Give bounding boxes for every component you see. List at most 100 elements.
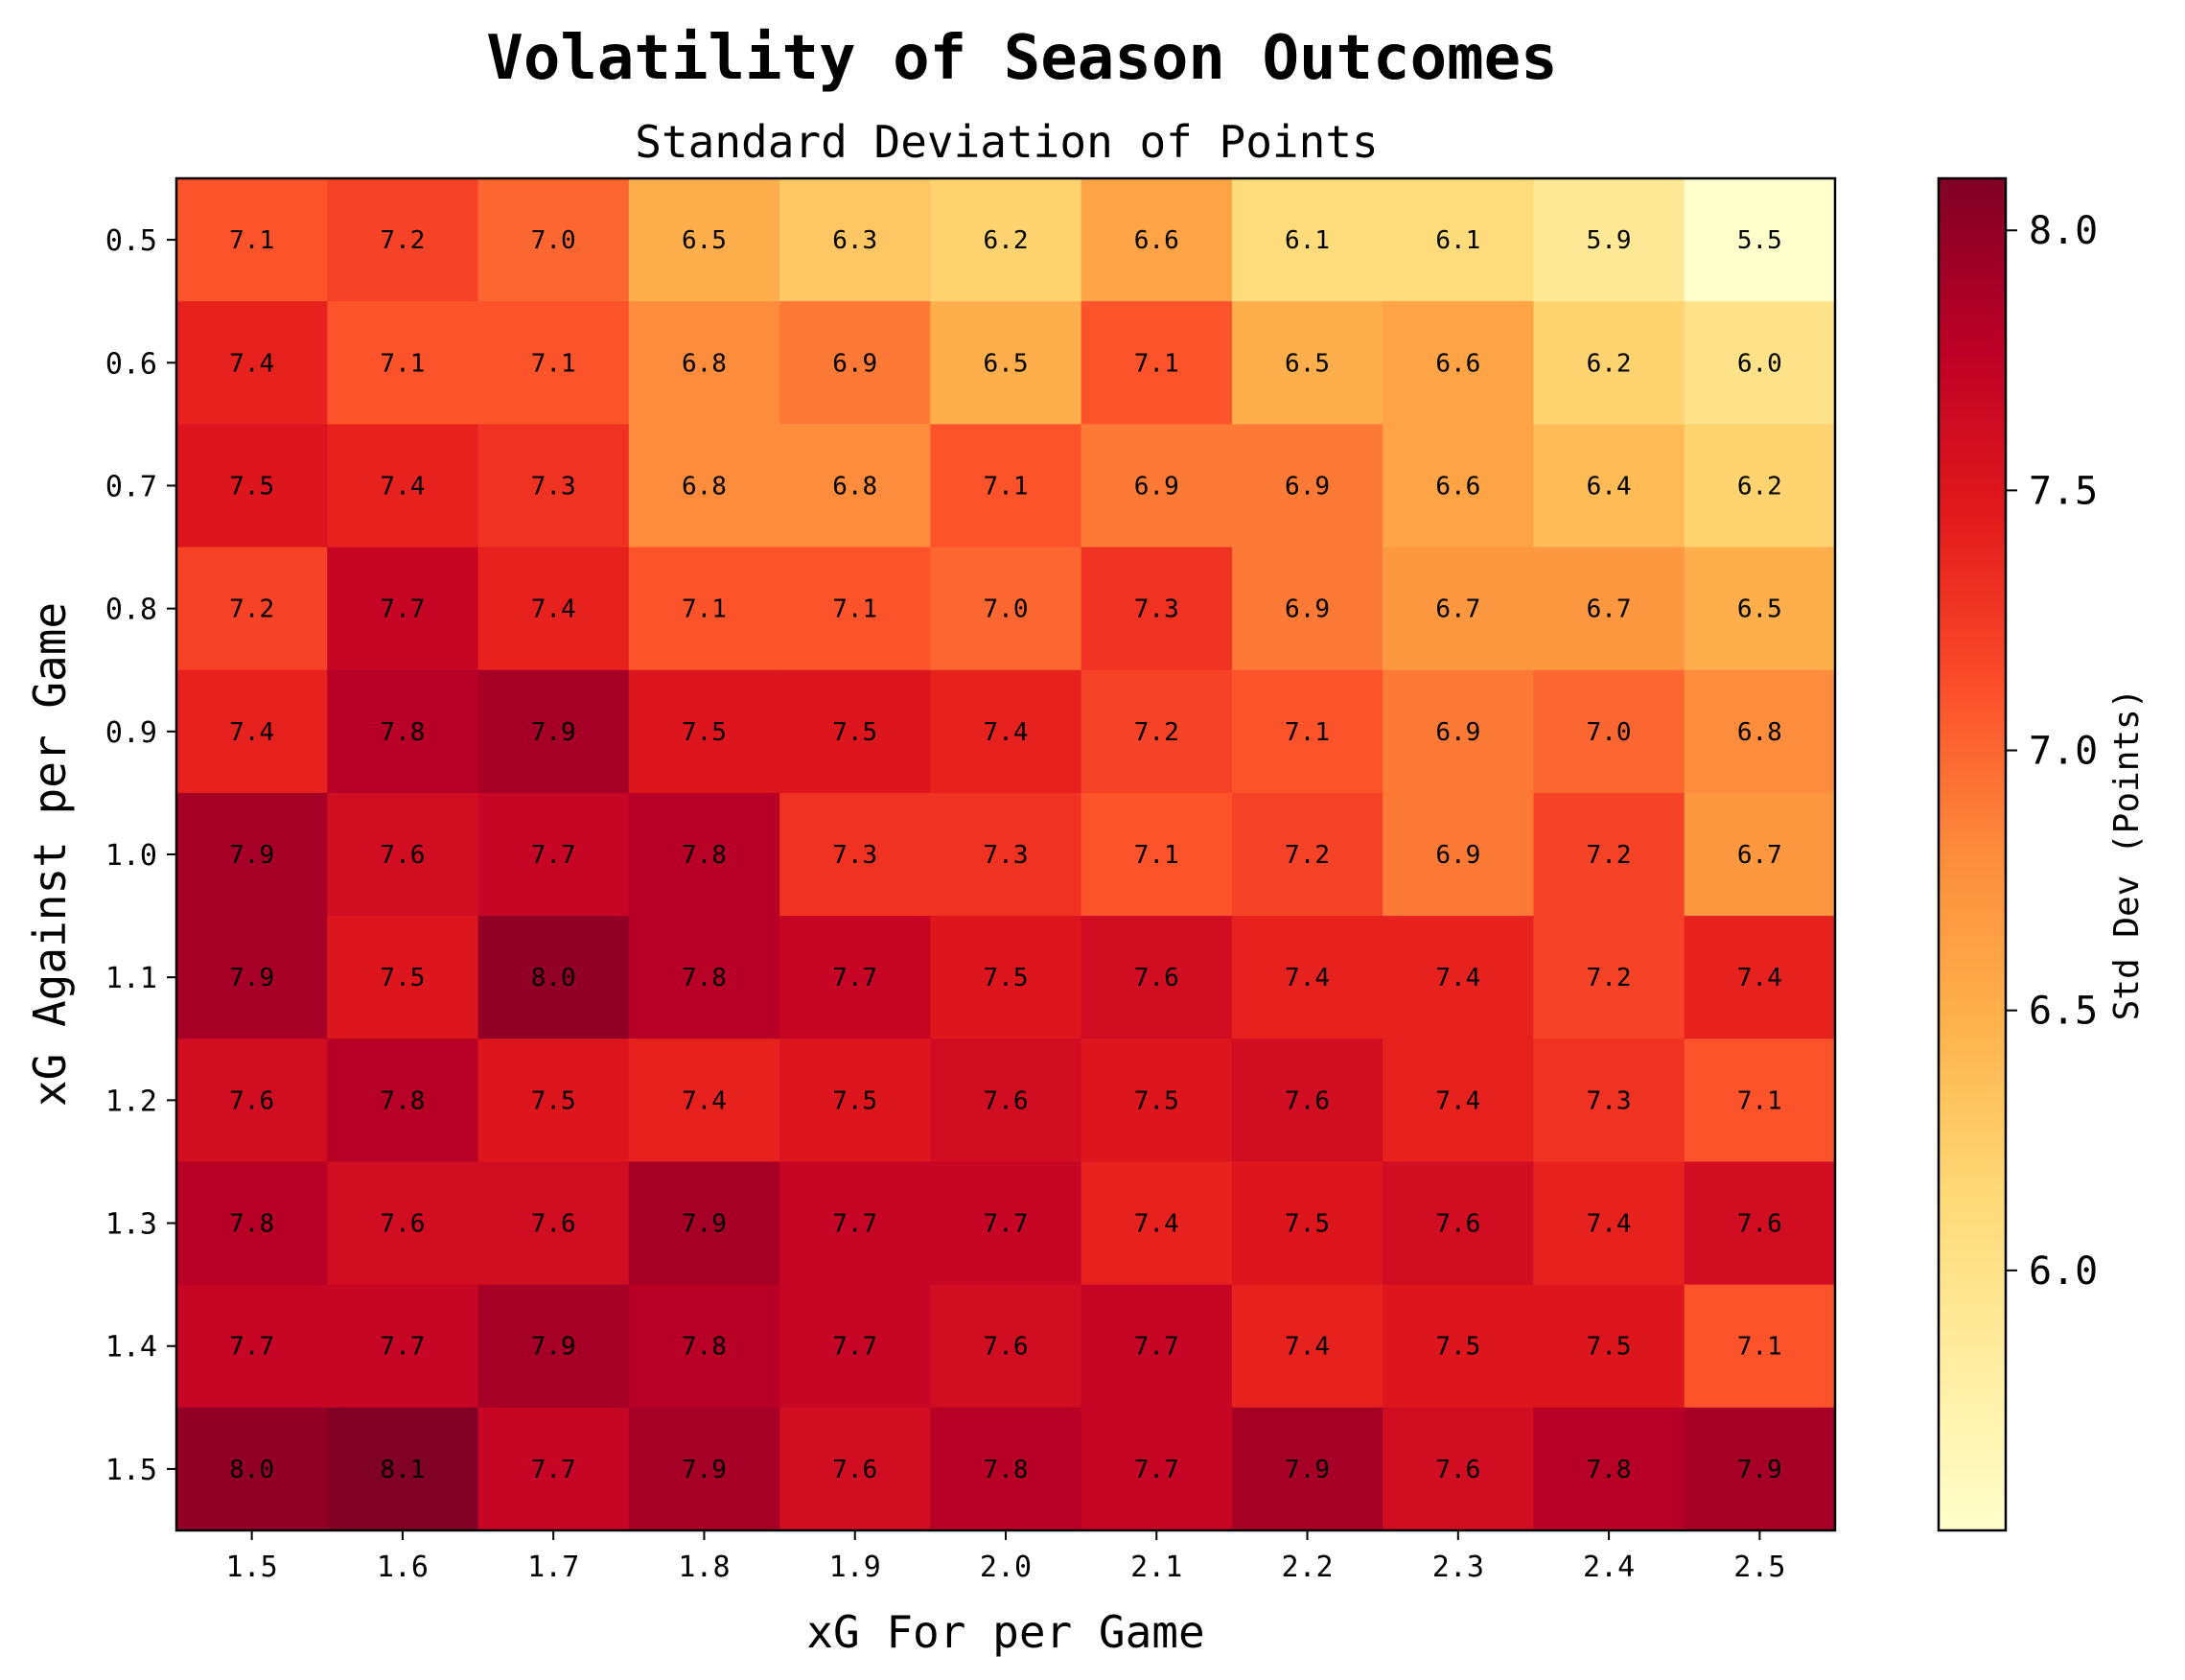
heatmap-cell: [628, 1407, 780, 1531]
heatmap-cell: [930, 1407, 1082, 1531]
heatmap-cell: [1533, 547, 1685, 671]
x-tick-label: 1.8: [678, 1551, 730, 1584]
heatmap-cell: [327, 1407, 479, 1531]
heatmap-cell-label: 6.0: [1737, 349, 1782, 378]
heatmap-cell: [628, 301, 780, 425]
heatmap-cell: [477, 1161, 630, 1286]
heatmap-cell-label: 7.5: [1134, 1086, 1179, 1115]
heatmap-cell: [1383, 1161, 1534, 1286]
heatmap-cell-label: 6.2: [1587, 349, 1632, 378]
heatmap-cell-label: 7.1: [1285, 718, 1330, 747]
heatmap-cell: [1684, 669, 1836, 794]
heatmap-cell-label: 7.1: [1134, 349, 1179, 378]
heatmap-cell-label: 7.8: [984, 1456, 1029, 1484]
heatmap-cell: [1081, 792, 1233, 917]
heatmap-cell: [779, 178, 931, 302]
heatmap-cell: [930, 301, 1082, 425]
heatmap-cell: [1081, 1407, 1233, 1531]
heatmap-cell: [1081, 424, 1233, 548]
y-tick-label: 1.1: [105, 962, 157, 995]
heatmap-cell-label: 7.5: [832, 718, 877, 747]
heatmap-cell: [327, 424, 479, 548]
y-tick-label: 0.6: [105, 347, 157, 381]
heatmap-cell-label: 7.9: [229, 841, 274, 870]
y-tick-label: 0.9: [105, 716, 157, 750]
heatmap-cell: [1383, 1284, 1534, 1409]
y-tick-label: 0.7: [105, 470, 157, 503]
heatmap-cell: [779, 547, 931, 671]
heatmap-cell: [1231, 916, 1383, 1039]
heatmap-cell-label: 7.0: [1587, 718, 1632, 747]
heatmap-cell-label: 7.4: [1285, 964, 1330, 992]
heatmap-cell-label: 8.0: [229, 1456, 274, 1484]
heatmap-cell-label: 7.4: [1435, 964, 1480, 992]
heatmap-cell: [779, 669, 931, 794]
heatmap-cell-label: 7.7: [531, 841, 576, 870]
x-tick-label: 2.4: [1583, 1551, 1635, 1584]
heatmap-cell-label: 7.8: [229, 1210, 274, 1239]
heatmap-cell: [1684, 792, 1836, 917]
heatmap-cell: [779, 1284, 931, 1409]
heatmap-cell-label: 7.7: [832, 964, 877, 992]
heatmap-cell-label: 5.5: [1737, 226, 1782, 255]
heatmap-cell: [477, 669, 630, 794]
heatmap-cell-label: 6.1: [1285, 226, 1330, 255]
heatmap-cell: [1533, 424, 1685, 548]
heatmap-cell: [628, 792, 780, 917]
heatmap-cell-label: 7.1: [1737, 1333, 1782, 1362]
heatmap-cell: [930, 1284, 1082, 1409]
heatmap-cell-label: 6.6: [1435, 349, 1480, 378]
heatmap-cell-labels: 7.1 7.2 7.0 6.5 6.3 6.2 6.6 6.1 6.1 5.9 5.5 7.4 7.1 7…: [229, 226, 1782, 1484]
heatmap-cell-label: 7.9: [531, 1333, 576, 1362]
heatmap-cell-label: 7.6: [1435, 1456, 1480, 1484]
heatmap-cell-label: 7.5: [380, 964, 425, 992]
heatmap-cell-label: 6.9: [1435, 841, 1480, 870]
heatmap-cell: [327, 1038, 479, 1162]
heatmap-cell-label: 7.4: [1435, 1086, 1480, 1115]
heatmap-cell: [1684, 1038, 1836, 1162]
heatmap-cell-label: 6.5: [1737, 595, 1782, 624]
heatmap-cell-label: 7.8: [380, 1086, 425, 1115]
heatmap-cell-label: 7.2: [1587, 841, 1632, 870]
heatmap-cell: [477, 1038, 630, 1162]
heatmap-cell-label: 7.5: [1285, 1210, 1330, 1239]
heatmap-cell-label: 7.3: [984, 841, 1029, 870]
heatmap-cell: [176, 178, 328, 302]
heatmap-cell-label: 7.7: [380, 595, 425, 624]
heatmap-cell-label: 7.4: [1737, 964, 1782, 992]
heatmap-cell: [1533, 916, 1685, 1039]
heatmap-cell: [779, 424, 931, 548]
heatmap-cell: [1081, 178, 1233, 302]
heatmap-cell: [1383, 1038, 1534, 1162]
heatmap-cell-label: 7.1: [832, 595, 877, 624]
heatmap-cell-label: 6.7: [1737, 841, 1782, 870]
heatmap-cell-label: 6.8: [1737, 718, 1782, 747]
heatmap-cell-label: 6.9: [1285, 472, 1330, 501]
colorbar-tick-label: 6.0: [2029, 1249, 2098, 1294]
heatmap-cell: [327, 1161, 479, 1286]
y-axis-ticks: 0.5 0.6 0.7 0.8 0.9 1.0 1.1 1.2 1.3 1.4 1.5: [105, 224, 176, 1487]
x-tick-label: 1.9: [829, 1551, 881, 1584]
heatmap-cell: [1231, 424, 1383, 548]
chart-subtitle: Standard Deviation of Points: [635, 116, 1378, 168]
heatmap-cell-label: 7.9: [531, 718, 576, 747]
heatmap-cell: [628, 547, 780, 671]
heatmap-cell: [1081, 1284, 1233, 1409]
heatmap-cell: [930, 669, 1082, 794]
heatmap-cell-label: 7.9: [682, 1210, 727, 1239]
heatmap-cell: [1684, 916, 1836, 1039]
y-tick-label: 1.2: [105, 1085, 157, 1118]
heatmap-cell-label: 8.0: [531, 964, 576, 992]
heatmap-cell-label: 7.4: [531, 595, 576, 624]
heatmap-cell-label: 7.1: [1737, 1086, 1782, 1115]
y-tick-label: 1.4: [105, 1331, 157, 1365]
heatmap-cell: [779, 301, 931, 425]
heatmap-cell: [327, 178, 479, 302]
heatmap-cell-label: 6.5: [1285, 349, 1330, 378]
colorbar-ticks: 6.0 6.5 7.0 7.5 8.0: [2006, 209, 2098, 1294]
heatmap-cell-label: 7.6: [1134, 964, 1179, 992]
heatmap-cell: [1533, 1161, 1685, 1286]
heatmap-cell-label: 7.2: [1285, 841, 1330, 870]
heatmap-cell-label: 7.0: [531, 226, 576, 255]
heatmap-cell-label: 7.3: [832, 841, 877, 870]
